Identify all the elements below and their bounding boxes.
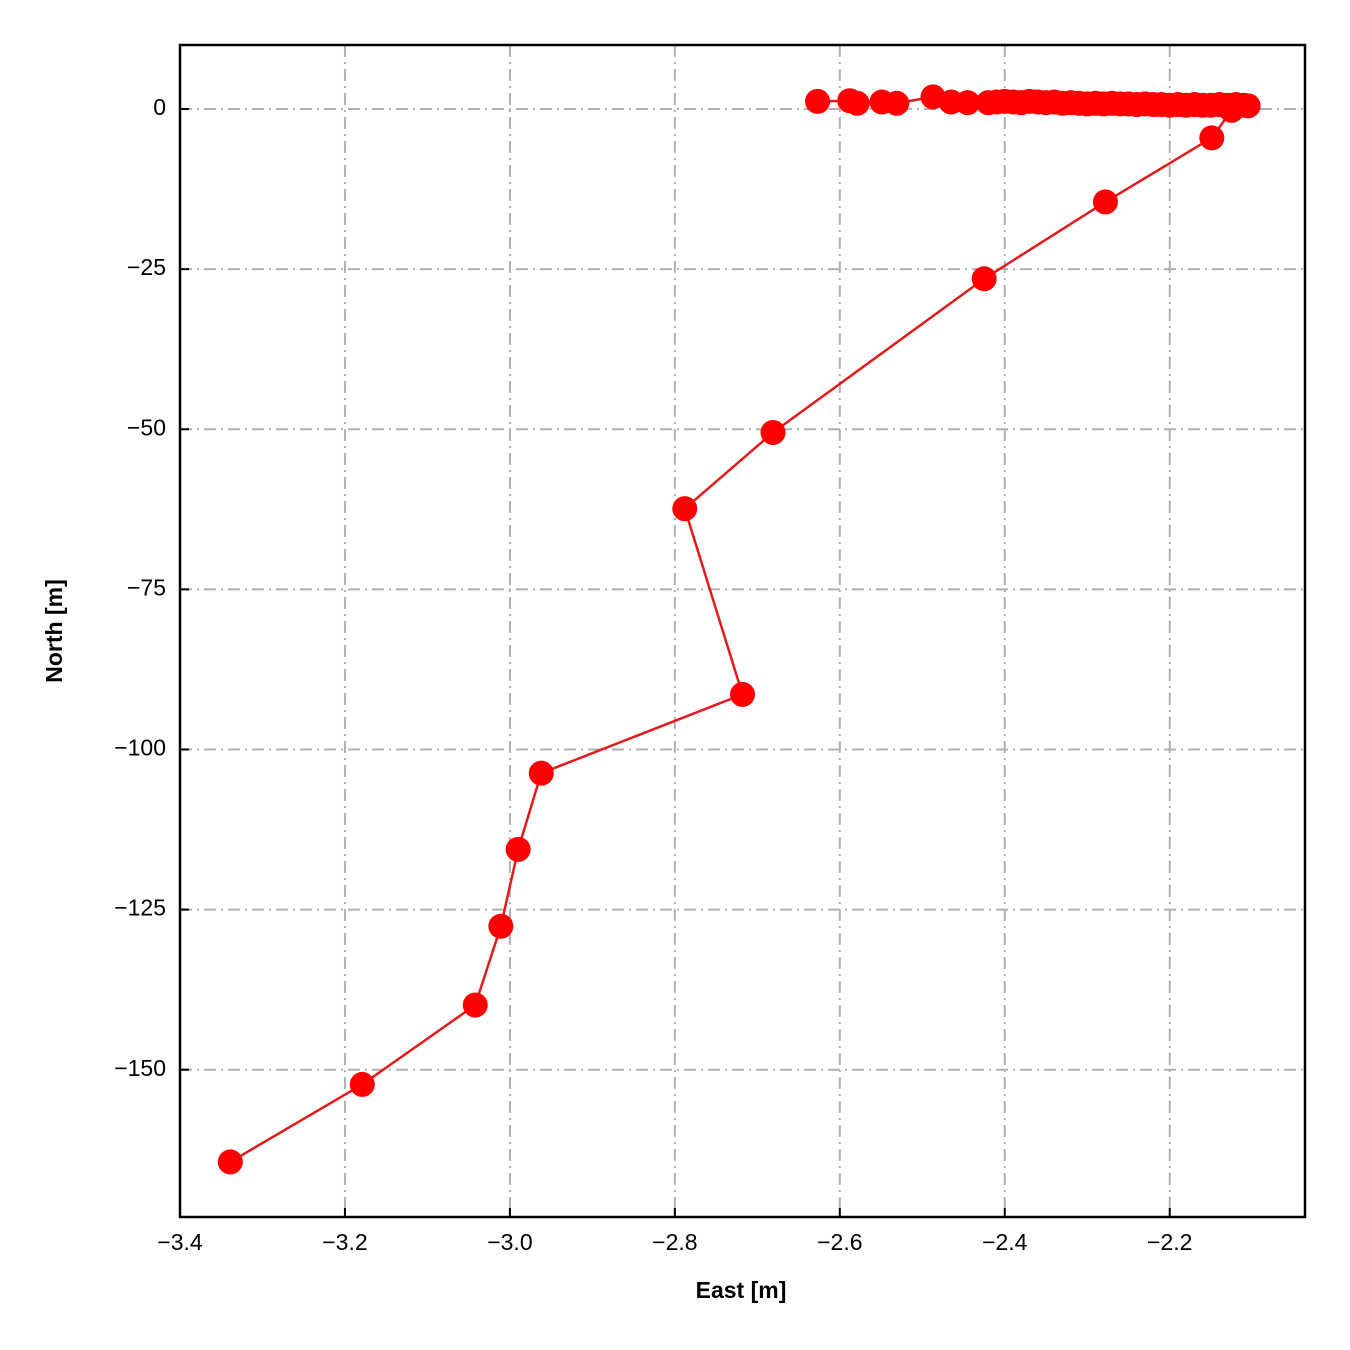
data-point (760, 419, 786, 445)
y-axis-label: North [m] (41, 579, 67, 682)
y-tick-label: −125 (114, 895, 166, 921)
data-point (672, 496, 698, 522)
x-tick-label: −3.0 (487, 1229, 532, 1255)
y-tick-label: −50 (127, 414, 166, 440)
data-point (1219, 97, 1245, 123)
y-tick-label: −25 (127, 254, 166, 280)
y-tick-label: −75 (127, 574, 166, 600)
y-tick-label: −100 (114, 735, 166, 761)
x-tick-label: −3.4 (157, 1229, 203, 1255)
data-point (217, 1149, 243, 1175)
data-point (462, 992, 488, 1018)
series-line (229, 95, 1249, 1163)
data-point (955, 90, 981, 116)
data-point (349, 1071, 375, 1097)
y-tick-label: 0 (153, 94, 166, 120)
x-tick-label: −2.2 (1147, 1229, 1192, 1255)
x-tick-label: −2.8 (652, 1229, 697, 1255)
y-tick-label: −150 (114, 1055, 166, 1081)
x-tick-label: −2.4 (982, 1229, 1028, 1255)
data-point (730, 681, 755, 707)
data-point (488, 913, 514, 939)
data-point (805, 88, 831, 114)
x-axis-label: East [m] (696, 1277, 787, 1303)
x-tick-label: −2.6 (817, 1229, 862, 1255)
plot-frame (178, 43, 1307, 1219)
data-point (884, 90, 910, 116)
data-point (528, 760, 554, 786)
data-point (1092, 189, 1118, 215)
data-point (505, 836, 531, 862)
data-point (844, 90, 870, 116)
data-point (971, 266, 997, 292)
data-point (1199, 125, 1225, 151)
x-tick-label: −3.2 (322, 1229, 367, 1255)
